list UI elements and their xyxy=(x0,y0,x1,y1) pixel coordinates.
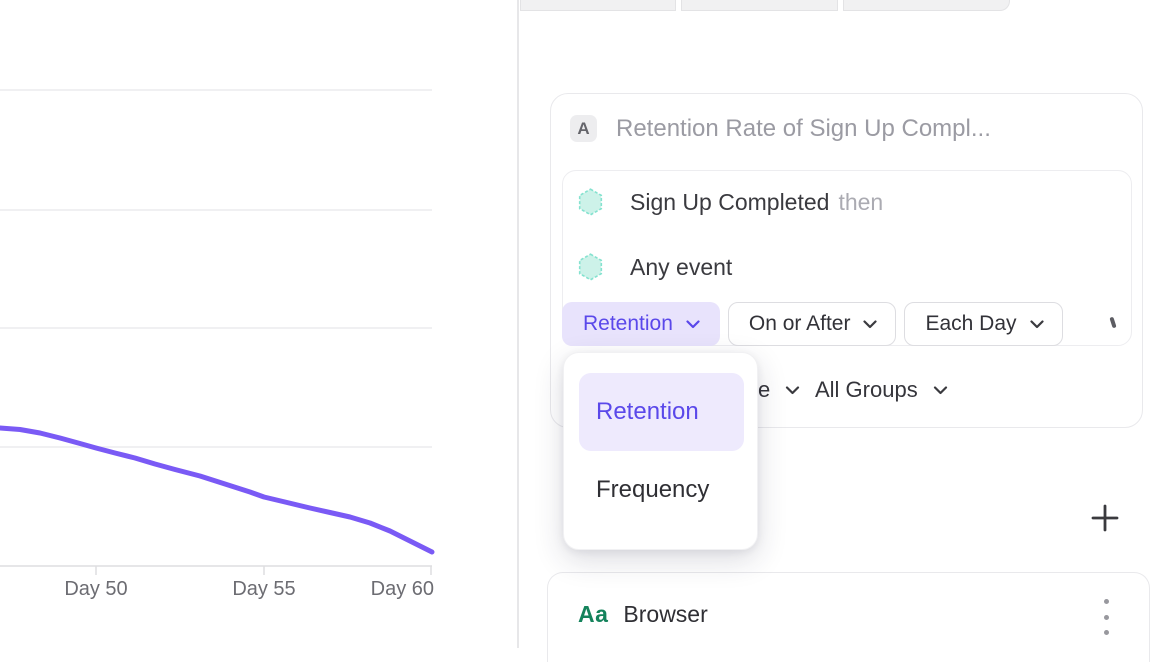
string-property-icon: Aa xyxy=(578,600,609,627)
clipped-tab-segment-1[interactable] xyxy=(520,0,676,11)
chevron-down-icon xyxy=(863,319,878,329)
x-axis-tick-label: Day 60 xyxy=(370,578,434,600)
all-groups-dropdown-button[interactable]: All Groups xyxy=(815,377,948,403)
event-suffix-then: then xyxy=(838,188,884,215)
query-card-header: A Retention Rate of Sign Up Compl... xyxy=(570,115,991,142)
event-name[interactable]: Any event xyxy=(630,253,733,280)
measurement-dropdown-label: Retention xyxy=(583,312,673,335)
kebab-menu-icon[interactable] xyxy=(1096,597,1116,637)
menu-item-retention[interactable]: Retention xyxy=(579,373,744,451)
breakdown-property-label: Browser xyxy=(623,600,708,627)
x-axis-tick-label: Day 50 xyxy=(64,578,128,600)
each-day-dropdown-label: Each Day xyxy=(925,312,1017,335)
add-series-button[interactable] xyxy=(1088,501,1122,535)
chart-gridlines xyxy=(0,89,432,448)
event-hexagon-icon xyxy=(578,253,603,281)
on-or-after-dropdown-button[interactable]: On or After xyxy=(727,302,897,346)
breakdown-card-browser[interactable]: Aa Browser xyxy=(547,572,1150,662)
menu-item-frequency[interactable]: Frequency xyxy=(596,476,710,503)
measurement-dropdown-button[interactable]: Retention xyxy=(562,302,720,346)
chevron-down-icon xyxy=(933,385,948,395)
all-groups-dropdown-label: All Groups xyxy=(815,377,918,402)
measurement-dropdown-menu: Retention Frequency xyxy=(563,352,758,550)
event-hexagon-icon xyxy=(578,188,603,216)
x-axis-tick-label: Day 55 xyxy=(232,578,296,600)
each-day-dropdown-button[interactable]: Each Day xyxy=(904,302,1063,346)
event-row-any-event[interactable]: Any event xyxy=(578,253,732,281)
on-or-after-dropdown-label: On or After xyxy=(748,312,851,335)
series-badge: A xyxy=(570,115,597,142)
clipped-tab-segment-2[interactable] xyxy=(681,0,838,11)
clipped-dropdown-label: e xyxy=(758,377,771,402)
chevron-down-icon xyxy=(686,319,700,329)
series-title-input[interactable]: Retention Rate of Sign Up Compl... xyxy=(616,114,991,142)
clipped-tab-segment-3[interactable] xyxy=(843,0,1010,11)
breakdown-card-content: Aa Browser xyxy=(578,600,708,628)
retention-chart: Day 50 Day 55 Day 60 xyxy=(0,0,517,648)
plus-icon xyxy=(1091,504,1119,532)
chart-x-axis xyxy=(0,565,432,575)
event-row-sign-up-completed[interactable]: Sign Up Completed then xyxy=(578,188,883,216)
clipped-dropdown-fragment[interactable]: e xyxy=(758,377,800,403)
retention-line-series xyxy=(0,425,435,555)
chevron-down-icon xyxy=(785,385,800,395)
chevron-down-icon xyxy=(1029,319,1044,329)
events-card: Sign Up Completed then Any event Retenti… xyxy=(562,170,1132,346)
event-name[interactable]: Sign Up Completed xyxy=(630,188,830,215)
panel-divider xyxy=(517,0,519,648)
chart-x-axis-labels: Day 50 Day 55 Day 60 xyxy=(0,578,517,604)
chart-canvas xyxy=(0,89,435,575)
groups-row: e All Groups xyxy=(551,377,1142,407)
criteria-buttons-row: Retention On or After Each Day xyxy=(562,302,1063,346)
